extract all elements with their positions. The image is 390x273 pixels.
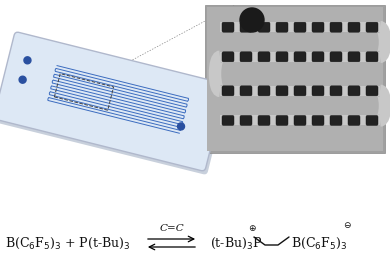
FancyBboxPatch shape <box>348 86 360 96</box>
FancyBboxPatch shape <box>330 22 342 32</box>
FancyBboxPatch shape <box>0 36 228 174</box>
Bar <box>220 52 380 62</box>
FancyBboxPatch shape <box>222 22 234 32</box>
FancyBboxPatch shape <box>258 52 270 62</box>
FancyBboxPatch shape <box>294 86 306 96</box>
Text: C=C: C=C <box>159 224 184 233</box>
FancyBboxPatch shape <box>240 115 252 125</box>
FancyBboxPatch shape <box>366 22 378 32</box>
FancyBboxPatch shape <box>294 22 306 32</box>
FancyBboxPatch shape <box>294 52 306 62</box>
FancyBboxPatch shape <box>258 115 270 125</box>
FancyBboxPatch shape <box>258 22 270 32</box>
Text: B(C$_6$F$_5$)$_3$ + P(t-Bu)$_3$: B(C$_6$F$_5$)$_3$ + P(t-Bu)$_3$ <box>5 235 130 251</box>
FancyBboxPatch shape <box>330 115 342 125</box>
Circle shape <box>19 76 26 83</box>
FancyBboxPatch shape <box>294 115 306 125</box>
FancyBboxPatch shape <box>312 52 324 62</box>
FancyBboxPatch shape <box>240 86 252 96</box>
Bar <box>220 22 380 32</box>
FancyBboxPatch shape <box>258 86 270 96</box>
FancyBboxPatch shape <box>366 86 378 96</box>
FancyBboxPatch shape <box>348 22 360 32</box>
Bar <box>220 86 380 96</box>
Circle shape <box>240 8 264 32</box>
FancyBboxPatch shape <box>348 52 360 62</box>
FancyBboxPatch shape <box>0 32 226 171</box>
FancyBboxPatch shape <box>240 52 252 62</box>
Circle shape <box>177 123 184 130</box>
Bar <box>220 115 380 125</box>
FancyBboxPatch shape <box>222 86 234 96</box>
FancyBboxPatch shape <box>312 115 324 125</box>
Bar <box>205 5 385 153</box>
Bar <box>207 7 383 151</box>
FancyBboxPatch shape <box>330 86 342 96</box>
FancyBboxPatch shape <box>222 52 234 62</box>
FancyBboxPatch shape <box>366 52 378 62</box>
Circle shape <box>24 57 31 64</box>
Bar <box>54 74 113 110</box>
FancyBboxPatch shape <box>312 22 324 32</box>
FancyBboxPatch shape <box>276 52 288 62</box>
FancyBboxPatch shape <box>222 115 234 125</box>
FancyBboxPatch shape <box>240 22 252 32</box>
Text: $\oplus$: $\oplus$ <box>248 223 256 233</box>
FancyBboxPatch shape <box>276 22 288 32</box>
Text: $\ominus$: $\ominus$ <box>343 220 351 230</box>
FancyBboxPatch shape <box>276 86 288 96</box>
Text: B(C$_6$F$_5$)$_3$: B(C$_6$F$_5$)$_3$ <box>291 235 347 251</box>
FancyBboxPatch shape <box>366 115 378 125</box>
FancyBboxPatch shape <box>312 86 324 96</box>
FancyBboxPatch shape <box>348 115 360 125</box>
FancyBboxPatch shape <box>330 52 342 62</box>
FancyBboxPatch shape <box>276 115 288 125</box>
Text: (t-Bu)$_3$P: (t-Bu)$_3$P <box>210 235 262 251</box>
